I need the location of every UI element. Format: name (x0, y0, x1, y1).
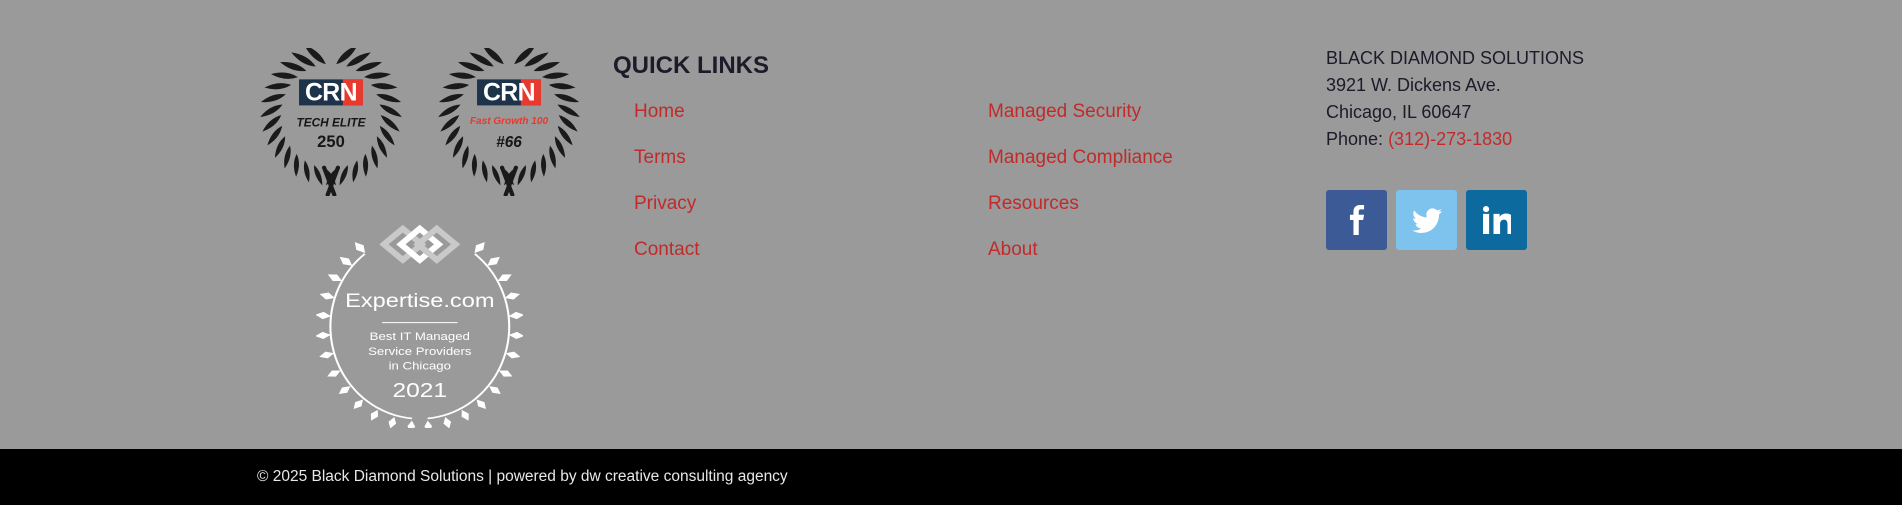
svg-text:CRN: CRN (305, 79, 357, 107)
svg-text:Fast Growth 100: Fast Growth 100 (470, 116, 549, 127)
svg-text:#66: #66 (496, 134, 522, 151)
svg-text:2021: 2021 (392, 379, 447, 402)
svg-text:Service Providers: Service Providers (368, 344, 471, 357)
svg-text:Best IT Managed: Best IT Managed (369, 330, 469, 343)
svg-text:Expertise.com: Expertise.com (345, 289, 494, 312)
svg-text:in Chicago: in Chicago (388, 359, 451, 372)
svg-text:CRN: CRN (483, 79, 535, 107)
svg-text:250: 250 (317, 132, 345, 151)
svg-text:TECH ELITE: TECH ELITE (297, 116, 367, 130)
